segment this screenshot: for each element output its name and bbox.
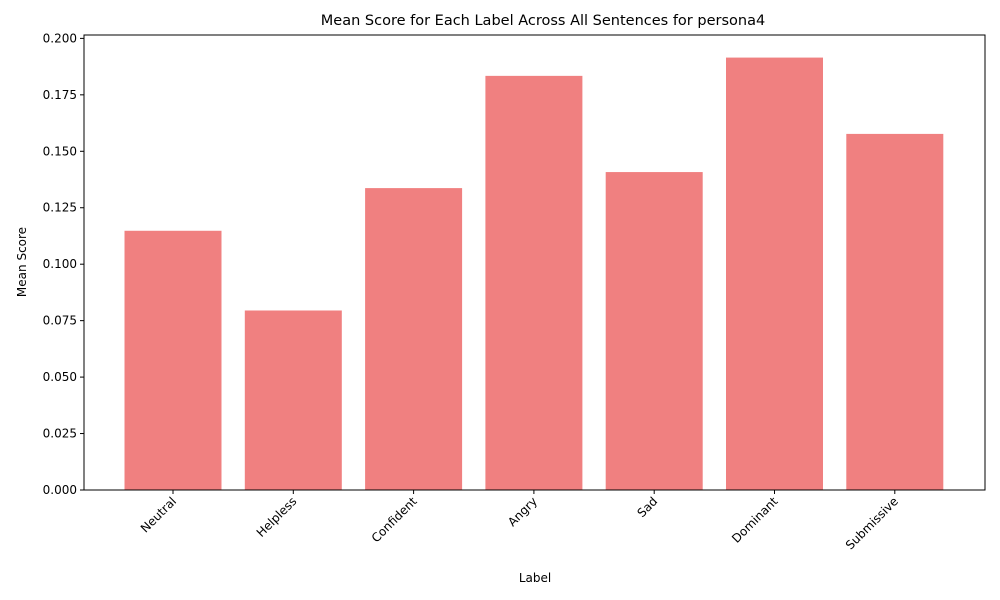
y-tick-label: 0.200 (43, 31, 77, 45)
y-tick-label: 0.000 (43, 483, 77, 497)
plot-frame (83, 34, 986, 491)
bar-dominant (726, 57, 823, 490)
bar-submissive (846, 133, 944, 490)
chart-title: Mean Score for Each Label Across All Sen… (321, 13, 765, 29)
bar-sad (605, 172, 703, 490)
x-axis-label: Label (519, 571, 551, 585)
x-tick-label: Helpless (254, 494, 300, 540)
x-tick-label: Angry (505, 494, 540, 529)
y-axis: 0.000 0.025 0.050 0.075 0.100 0.125 0.150 0.175… (43, 31, 84, 497)
y-tick-label: 0.125 (43, 201, 77, 215)
bar-angry (485, 75, 583, 490)
y-tick-label: 0.150 (43, 144, 77, 158)
bars-group (124, 57, 944, 490)
y-tick-label: 0.025 (43, 427, 77, 441)
bar-helpless (244, 310, 342, 490)
y-axis-label: Mean Score (15, 227, 29, 297)
x-tick-label: Dominant (729, 494, 781, 546)
x-axis: Neutral Helpless Confident Angry Sad Dominant… (138, 490, 901, 552)
x-tick-label: Neutral (138, 494, 179, 535)
x-tick-label: Sad (634, 494, 660, 520)
x-tick-label: Confident (369, 494, 420, 545)
x-tick-label: Submissive (843, 494, 901, 552)
y-tick-label: 0.100 (43, 257, 77, 271)
bar-confident (365, 188, 463, 490)
y-tick-label: 0.075 (43, 314, 77, 328)
y-tick-label: 0.050 (43, 370, 77, 384)
y-tick-label: 0.175 (43, 88, 77, 102)
bar-neutral (124, 230, 222, 490)
